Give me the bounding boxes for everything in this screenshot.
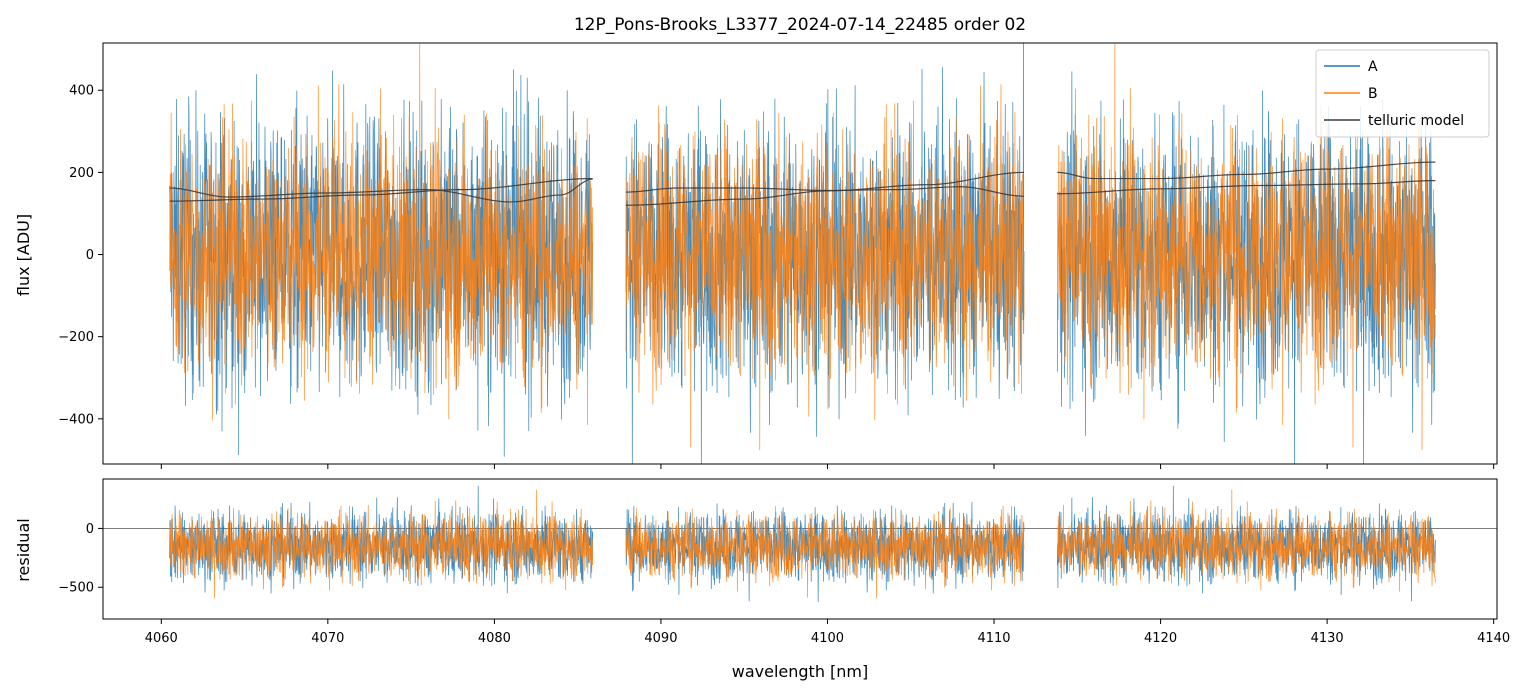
flux-y-tick-label: 200 xyxy=(69,166,94,181)
x-tick-label: 4070 xyxy=(311,631,344,646)
flux-series-telluric-model-curve-4 xyxy=(1057,161,1436,180)
residual-axis-label: residual xyxy=(14,518,33,581)
x-tick-label: 4060 xyxy=(145,631,178,646)
residual-plot-area xyxy=(103,485,1497,603)
flux-series-b-segment-2 xyxy=(1056,43,1436,451)
chart-title: 12P_Pons-Brooks_L3377_2024-07-14_22485 o… xyxy=(574,15,1026,35)
flux-series-telluric-model-curve-0 xyxy=(169,178,593,203)
flux-plot-area xyxy=(169,43,1436,464)
x-tick-label: 4120 xyxy=(1144,631,1177,646)
flux-series-b-segment-0 xyxy=(169,43,594,425)
residual-series-b-segment-0 xyxy=(169,489,594,599)
x-tick-label: 4130 xyxy=(1311,631,1344,646)
flux-y-tick-label: 400 xyxy=(69,84,94,99)
flux-y-tick-label: −200 xyxy=(58,330,94,345)
legend-label-b: B xyxy=(1368,86,1378,102)
x-tick-label: 4140 xyxy=(1477,631,1510,646)
flux-series-telluric-model-curve-1 xyxy=(169,177,593,202)
residual-series-b-segment-2 xyxy=(1056,489,1436,592)
x-tick-label: 4080 xyxy=(478,631,511,646)
axis-ticks: 400 200 0 −200 −400 0 −500 4060 4070 4080 4090 4100… xyxy=(58,84,1510,646)
legend-box xyxy=(1315,49,1490,138)
x-tick-label: 4090 xyxy=(644,631,677,646)
residual-series-a-segment-2 xyxy=(1056,485,1436,602)
flux-series-telluric-model-curve-5 xyxy=(1057,180,1436,195)
residual-series-b-segment-1 xyxy=(625,505,1025,599)
x-tick-label: 4100 xyxy=(811,631,844,646)
flux-axis-label: flux [ADU] xyxy=(14,214,33,296)
residual-y-tick-label: 0 xyxy=(86,522,94,537)
legend: A B telluric model xyxy=(1315,49,1490,138)
flux-series-b-segment-1 xyxy=(625,84,1025,451)
residual-y-tick-label: −500 xyxy=(58,581,94,596)
legend-label-a: A xyxy=(1368,59,1378,75)
flux-y-tick-label: −400 xyxy=(58,412,94,427)
x-axis-label: wavelength [nm] xyxy=(732,662,869,681)
residual-axes-frame xyxy=(102,478,1498,620)
flux-axes-frame xyxy=(102,42,1498,465)
x-tick-label: 4110 xyxy=(977,631,1010,646)
flux-y-tick-label: 0 xyxy=(86,248,94,263)
flux-series-a-segment-2 xyxy=(1056,71,1436,464)
flux-series-telluric-model-curve-3 xyxy=(625,171,1025,206)
legend-label-telluric: telluric model xyxy=(1368,113,1464,129)
